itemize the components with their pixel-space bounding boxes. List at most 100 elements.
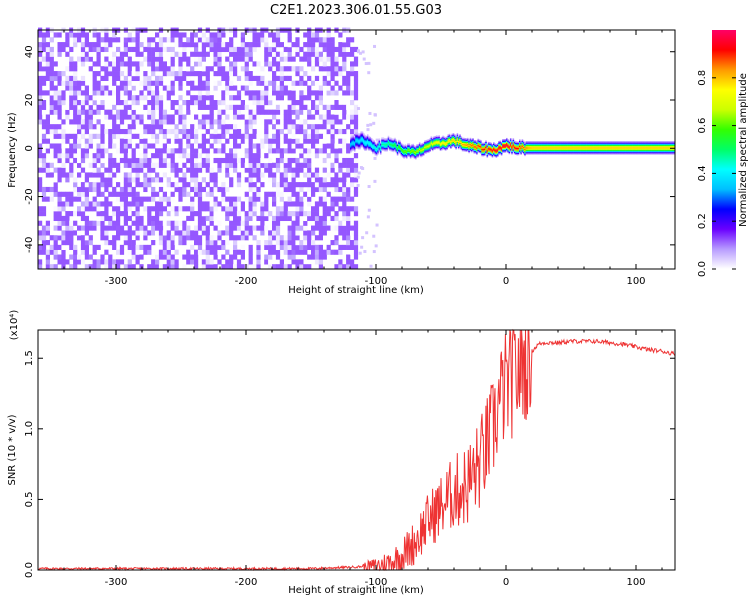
heatmap-signal-cell [532,141,534,143]
heatmap-signal-cell [452,145,455,147]
heatmap-signal-cell [584,142,586,144]
heatmap-signal-cell [366,140,369,142]
heatmap-noise-cell [244,104,249,110]
heatmap-signal-cell [386,137,388,140]
heatmap-signal-cell [586,147,589,149]
heatmap-signal-cell [584,143,586,145]
heatmap-noise-cell [233,254,238,260]
heatmap-noise-cell [205,201,210,207]
heatmap-signal-cell [594,148,596,150]
heatmap-noise-cell [127,37,132,43]
heatmap-signal-cell [480,144,482,147]
heatmap-noise-cell [100,46,105,53]
heatmap-noise-cell [166,230,171,236]
heatmap-noise-cell [84,201,89,207]
heatmap-noise-cell [112,235,117,241]
heatmap-noise-cell [268,119,273,125]
heatmap-noise-cell [92,80,97,86]
heatmap-noise-cell [346,244,351,250]
heatmap-noise-cell [53,240,58,246]
heatmap-signal-cell [486,151,489,153]
heatmap-signal-cell [365,146,368,149]
heatmap-signal-cell [573,144,576,147]
heatmap-signal-cell [387,138,390,140]
heatmap-noise-cell [100,148,105,154]
heatmap-noise-cell [190,148,195,154]
heatmap-noise-cell [88,162,93,168]
heatmap-signal-cell [585,151,587,154]
heatmap-noise-cell [326,249,331,255]
heatmap-noise-cell [182,264,187,270]
heatmap-noise-cell [131,100,136,106]
heatmap-noise-cell [368,111,372,115]
heatmap-noise-cell [353,244,359,250]
heatmap-noise-cell [96,225,101,231]
heatmap-signal-cell [365,147,368,150]
heatmap-noise-cell [287,211,292,217]
heatmap-signal-cell [361,144,364,147]
heatmap-signal-cell [369,138,372,140]
heatmap-noise-cell [147,109,152,115]
heatmap-signal-cell [538,148,541,150]
heatmap-noise-cell [209,167,214,173]
heatmap-noise-cell [303,119,308,125]
heatmap-noise-cell [108,220,113,226]
heatmap-signal-cell [472,148,474,151]
heatmap-noise-cell [127,90,132,96]
heatmap-noise-cell [147,177,152,183]
heatmap-signal-cell [352,138,355,140]
heatmap-noise-cell [112,225,117,231]
heatmap-signal-cell [381,137,383,139]
heatmap-signal-cell [420,144,422,147]
heatmap-signal-cell [398,143,400,145]
heatmap-noise-cell [213,56,218,62]
heatmap-noise-cell [295,230,300,236]
heatmap-signal-cell [430,146,433,148]
heatmap-noise-cell [334,215,339,222]
heatmap-noise-cell [158,42,164,48]
heatmap-signal-cell [451,136,453,138]
heatmap-noise-cell [131,148,136,154]
heatmap-noise-cell [84,153,89,159]
heatmap-noise-cell [41,37,47,43]
heatmap-signal-cell [454,141,456,143]
heatmap-signal-cell [500,151,503,154]
heatmap-signal-cell [613,148,616,150]
heatmap-noise-cell [116,220,121,226]
heatmap-signal-cell [425,150,427,153]
heatmap-noise-cell [186,138,191,144]
heatmap-signal-cell [565,147,568,149]
heatmap-signal-cell [444,137,447,139]
heatmap-signal-cell [421,143,424,145]
heatmap-noise-cell [92,153,97,159]
heatmap-signal-cell [428,142,430,145]
heatmap-noise-cell [166,254,171,260]
heatmap-noise-cell [268,46,273,53]
heatmap-noise-cell [49,109,54,115]
heatmap-noise-cell [272,90,277,96]
heatmap-noise-cell [279,75,284,81]
heatmap-noise-cell [279,196,284,202]
heatmap-signal-cell [377,143,379,146]
heatmap-signal-cell [526,142,529,144]
heatmap-noise-cell [127,66,132,72]
heatmap-noise-cell [330,51,335,57]
heatmap-signal-cell [532,143,534,145]
heatmap-noise-cell [194,191,199,197]
heatmap-noise-cell [322,249,327,255]
heatmap-signal-cell [372,141,374,144]
heatmap-signal-cell [434,137,437,139]
heatmap-signal-cell [491,149,494,152]
heatmap-noise-cell [57,157,62,164]
heatmap-noise-cell [182,186,187,193]
heatmap-noise-cell [73,259,78,265]
heatmap-noise-cell [334,225,339,231]
heatmap-noise-cell [127,80,132,86]
heatmap-noise-cell [240,46,245,53]
heatmap-noise-cell [295,109,300,115]
heatmap-noise-cell [194,100,199,106]
heatmap-noise-cell [92,124,97,130]
heatmap-signal-cell [452,141,455,144]
heatmap-signal-cell [472,144,474,146]
heatmap-noise-cell [135,42,140,48]
